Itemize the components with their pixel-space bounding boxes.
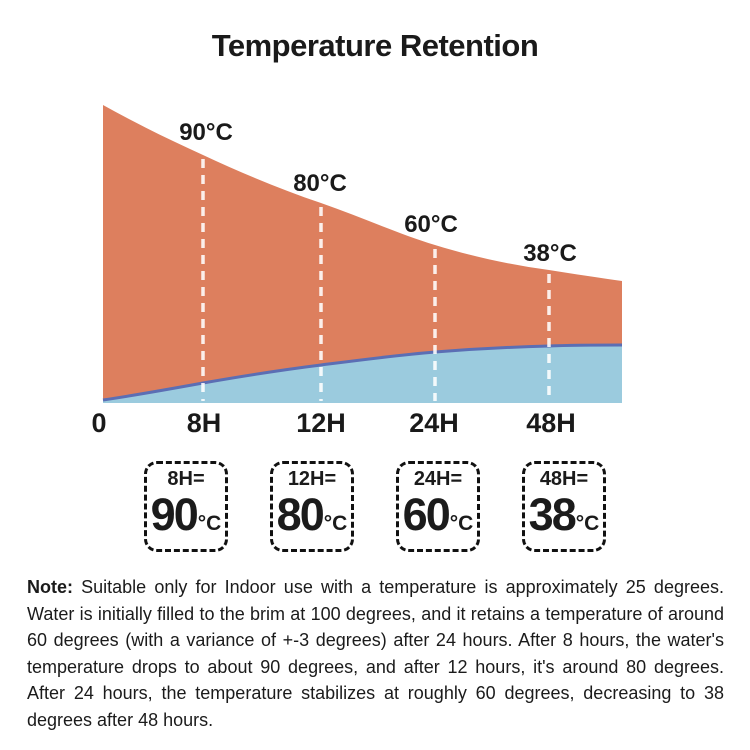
- callout-time-label: 48H=: [539, 468, 589, 490]
- x-tick-0: 0: [91, 408, 106, 438]
- callout-value: 60 °C: [403, 492, 474, 547]
- point-label-38c: 38°C: [523, 240, 577, 267]
- x-tick-8h: 8H: [187, 408, 222, 438]
- callout-unit: °C: [323, 512, 348, 535]
- callout-unit: °C: [449, 512, 474, 535]
- point-label-90c: 90°C: [179, 119, 233, 146]
- point-label-60c: 60°C: [404, 211, 458, 238]
- callout-8h: 8H= 90 °C: [144, 461, 228, 552]
- note-label: Note:: [27, 577, 73, 597]
- callout-unit: °C: [575, 512, 600, 535]
- callout-unit: °C: [197, 512, 222, 535]
- callout-time-label: 12H=: [287, 468, 337, 490]
- callout-value: 80 °C: [277, 492, 348, 547]
- callout-temp: 60: [402, 489, 451, 540]
- x-tick-24h: 24H: [409, 408, 459, 438]
- callout-temp: 90: [150, 489, 199, 540]
- note-text: Suitable only for Indoor use with a temp…: [27, 577, 724, 730]
- callout-12h: 12H= 80 °C: [270, 461, 354, 552]
- callout-value: 38 °C: [529, 492, 600, 547]
- callout-temp: 38: [528, 489, 577, 540]
- cool-area: [103, 345, 622, 403]
- callout-48h: 48H= 38 °C: [522, 461, 606, 552]
- callout-time-label: 24H=: [413, 468, 463, 490]
- point-label-80c: 80°C: [293, 170, 347, 197]
- x-tick-48h: 48H: [526, 408, 576, 438]
- note: Note: Suitable only for Indoor use with …: [27, 574, 724, 733]
- callout-row: 8H= 90 °C 12H= 80 °C 24H= 60 °C 48H= 38: [0, 461, 750, 552]
- page-title: Temperature Retention: [211, 28, 539, 63]
- callout-temp: 80: [276, 489, 325, 540]
- callout-24h: 24H= 60 °C: [396, 461, 480, 552]
- x-tick-12h: 12H: [296, 408, 346, 438]
- callout-time-label: 8H=: [167, 468, 205, 490]
- hot-area: [103, 105, 622, 403]
- temperature-chart: 90°C 80°C 60°C 38°C 0 8H 12H 24H 48H: [91, 105, 623, 438]
- callout-value: 90 °C: [151, 492, 222, 547]
